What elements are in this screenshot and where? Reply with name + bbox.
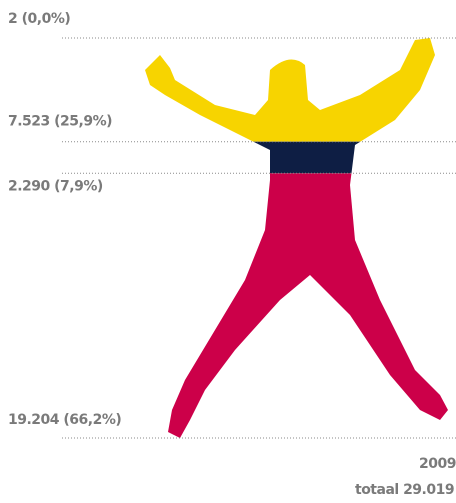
value-label: 2 (0,0%)	[8, 11, 70, 27]
silhouette	[145, 38, 448, 438]
year-label: 2009	[419, 456, 456, 472]
segment	[145, 141, 448, 174]
value-label: 19.204 (66,2%)	[8, 412, 121, 428]
total-label: totaal 29.019	[355, 482, 454, 498]
value-label: 2.290 (7,9%)	[8, 178, 103, 194]
value-label: 7.523 (25,9%)	[8, 114, 112, 130]
segment	[145, 173, 448, 438]
